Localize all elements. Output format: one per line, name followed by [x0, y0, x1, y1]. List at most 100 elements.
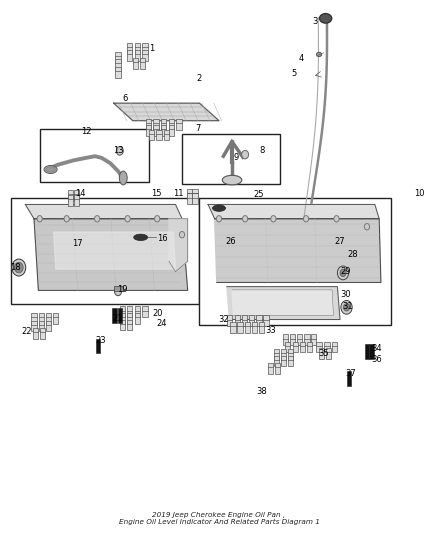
- Bar: [120, 313, 125, 324]
- Text: 26: 26: [226, 237, 237, 246]
- Text: 35: 35: [318, 349, 329, 358]
- Bar: [259, 322, 264, 333]
- Bar: [307, 342, 312, 352]
- Circle shape: [125, 216, 130, 222]
- Bar: [182, 134, 280, 184]
- Ellipse shape: [134, 234, 148, 240]
- Bar: [346, 372, 351, 386]
- Bar: [142, 306, 148, 317]
- Text: 19: 19: [117, 285, 127, 294]
- Bar: [235, 316, 240, 326]
- Polygon shape: [169, 219, 187, 272]
- Bar: [134, 43, 140, 53]
- Text: 3: 3: [312, 17, 318, 26]
- Circle shape: [340, 269, 346, 277]
- Bar: [127, 306, 132, 317]
- Bar: [281, 349, 286, 360]
- Text: 23: 23: [95, 336, 106, 345]
- Bar: [324, 342, 329, 352]
- Bar: [169, 119, 174, 130]
- Bar: [161, 119, 166, 130]
- Bar: [46, 313, 51, 324]
- Text: 24: 24: [156, 319, 167, 328]
- Bar: [32, 313, 37, 324]
- Bar: [134, 50, 140, 61]
- Bar: [116, 59, 120, 70]
- Ellipse shape: [119, 171, 127, 185]
- Text: 2019 Jeep Cherokee Engine Oil Pan ,
Engine Oil Level Indicator And Related Parts: 2019 Jeep Cherokee Engine Oil Pan , Engi…: [119, 512, 319, 525]
- Bar: [326, 348, 331, 359]
- Bar: [67, 190, 73, 201]
- Text: 37: 37: [345, 369, 356, 378]
- Bar: [117, 308, 122, 322]
- Bar: [39, 320, 44, 331]
- Polygon shape: [227, 287, 340, 319]
- Bar: [365, 344, 369, 359]
- Text: 21: 21: [113, 314, 123, 323]
- Bar: [120, 319, 125, 330]
- Circle shape: [95, 216, 100, 222]
- Bar: [74, 195, 79, 206]
- Text: 31: 31: [342, 302, 353, 311]
- Polygon shape: [34, 219, 187, 290]
- Text: 29: 29: [340, 268, 350, 276]
- Ellipse shape: [222, 175, 242, 185]
- Bar: [113, 308, 117, 322]
- Polygon shape: [215, 219, 381, 282]
- Circle shape: [37, 216, 42, 222]
- Bar: [263, 316, 268, 326]
- Bar: [252, 322, 257, 333]
- Text: 38: 38: [256, 387, 267, 396]
- Bar: [142, 43, 148, 53]
- Bar: [297, 334, 302, 345]
- Ellipse shape: [44, 165, 57, 173]
- Polygon shape: [232, 290, 333, 316]
- Bar: [192, 193, 198, 204]
- Bar: [332, 342, 337, 352]
- Circle shape: [180, 231, 185, 238]
- Bar: [127, 319, 132, 330]
- Bar: [169, 125, 174, 135]
- Bar: [300, 342, 305, 352]
- Bar: [127, 43, 132, 53]
- Bar: [133, 58, 138, 69]
- Text: 33: 33: [265, 326, 276, 335]
- Bar: [369, 344, 374, 359]
- Bar: [11, 198, 199, 304]
- Bar: [192, 189, 198, 199]
- Text: 36: 36: [371, 355, 382, 364]
- Bar: [237, 322, 243, 333]
- Bar: [153, 125, 159, 135]
- Bar: [116, 67, 120, 78]
- Bar: [40, 328, 46, 338]
- Text: 20: 20: [152, 309, 162, 318]
- Text: 5: 5: [291, 69, 297, 78]
- Bar: [74, 190, 79, 201]
- Bar: [96, 338, 100, 353]
- Text: 34: 34: [371, 344, 382, 353]
- Bar: [164, 130, 170, 140]
- Bar: [40, 128, 149, 182]
- Circle shape: [116, 147, 123, 155]
- Bar: [161, 125, 166, 135]
- Circle shape: [12, 259, 26, 276]
- Text: 15: 15: [151, 189, 161, 198]
- Text: 8: 8: [260, 147, 265, 156]
- Text: 2: 2: [197, 74, 202, 83]
- Bar: [304, 334, 310, 345]
- Circle shape: [343, 304, 350, 311]
- Ellipse shape: [320, 13, 332, 23]
- Text: 16: 16: [157, 234, 168, 243]
- Circle shape: [155, 216, 160, 222]
- Polygon shape: [25, 205, 182, 219]
- Bar: [290, 334, 295, 345]
- Bar: [134, 306, 140, 317]
- Text: 28: 28: [348, 251, 358, 260]
- Polygon shape: [53, 232, 176, 269]
- Bar: [274, 349, 279, 360]
- Bar: [127, 313, 132, 324]
- Polygon shape: [114, 103, 219, 120]
- Bar: [242, 316, 247, 326]
- Bar: [146, 125, 151, 135]
- Bar: [153, 119, 159, 130]
